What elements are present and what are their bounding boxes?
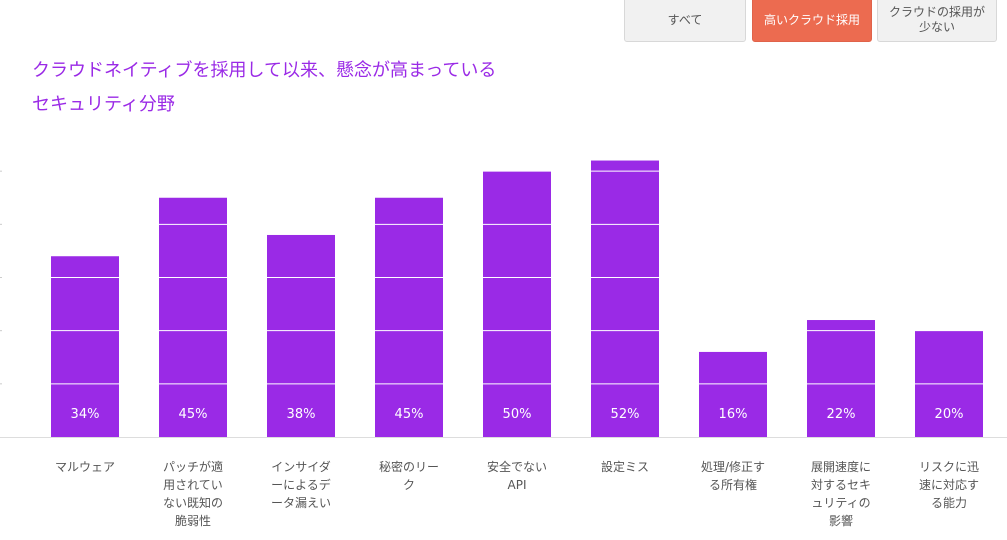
- x-tick-label-2: インサイダーによるデータ漏えい: [258, 458, 344, 512]
- x-tick-label-line: インサイダ: [271, 460, 331, 474]
- x-tick-label-line: API: [507, 478, 527, 492]
- bar-7: [807, 320, 875, 437]
- x-tick-label-line: ーによるデ: [271, 478, 331, 492]
- x-tick-label-3: 秘密のリーク: [366, 458, 452, 494]
- bar-4: [483, 171, 551, 437]
- x-tick-label-line: 速に対応す: [918, 478, 979, 492]
- x-tick-label-5: 設定ミス: [582, 458, 668, 476]
- data-label-7: 22%: [827, 407, 856, 422]
- tab-high-cloud-adoption[interactable]: 高いクラウド採用: [752, 0, 872, 42]
- data-label-3: 45%: [395, 407, 424, 422]
- x-tick-label-7: 展開速度に対するセキュリティの影響: [798, 458, 884, 530]
- x-tick-label-line: マルウェア: [54, 460, 115, 474]
- x-tick-label-line: ータ漏えい: [270, 496, 331, 510]
- x-tick-label-0: マルウェア: [42, 458, 128, 476]
- x-tick-label-line: 影響: [828, 514, 853, 528]
- chart-title: クラウドネイティブを採用して以来、懸念が高まっているセキュリティ分野: [32, 60, 497, 115]
- x-tick-label-line: ュリティの: [811, 496, 871, 510]
- data-label-8: 20%: [935, 407, 964, 422]
- bar-1: [159, 197, 227, 437]
- x-tick-label-line: パッチが適: [162, 460, 223, 474]
- data-label-0: 34%: [71, 407, 100, 422]
- x-tick-label-8: リスクに迅速に対応する能力: [906, 458, 992, 512]
- x-tick-label-line: ク: [402, 478, 415, 492]
- x-tick-label-line: 秘密のリー: [378, 460, 439, 474]
- x-tick-label-line: 展開速度に: [810, 460, 871, 474]
- x-tick-label-line: 安全でない: [486, 460, 547, 474]
- data-label-1: 45%: [179, 407, 208, 422]
- x-tick-label-line: 対するセキ: [810, 478, 871, 492]
- x-tick-label-6: 処理/修正す る所有権: [690, 458, 776, 494]
- x-tick-label-1: パッチが適用されていない既知の脆弱性: [150, 458, 236, 530]
- x-tick-label-line: る所有権: [708, 478, 757, 492]
- x-tick-label-line: る能力: [930, 496, 967, 510]
- bar-3: [375, 197, 443, 437]
- x-tick-label-line: リスクに迅: [918, 460, 979, 474]
- data-label-4: 50%: [503, 407, 532, 422]
- x-tick-label-line: 処理/修正す: [700, 460, 766, 474]
- bar-6: [699, 351, 767, 437]
- x-tick-label-line: ない既知の: [162, 496, 223, 510]
- data-label-6: 16%: [719, 407, 748, 422]
- bar-5: [591, 160, 659, 438]
- x-tick-label-line: 脆弱性: [174, 514, 211, 528]
- bar-2: [267, 234, 335, 437]
- data-label-2: 38%: [287, 407, 316, 422]
- tab-low-cloud-adoption[interactable]: クラウドの採用が少ない: [877, 0, 997, 42]
- data-label-5: 52%: [611, 407, 640, 422]
- x-tick-label-4: 安全でない API: [474, 458, 560, 494]
- x-tick-label-line: 用されてい: [163, 478, 223, 492]
- x-tick-label-line: 設定ミス: [600, 460, 649, 474]
- bar-0: [51, 256, 119, 437]
- tab-all[interactable]: すべて: [624, 0, 746, 42]
